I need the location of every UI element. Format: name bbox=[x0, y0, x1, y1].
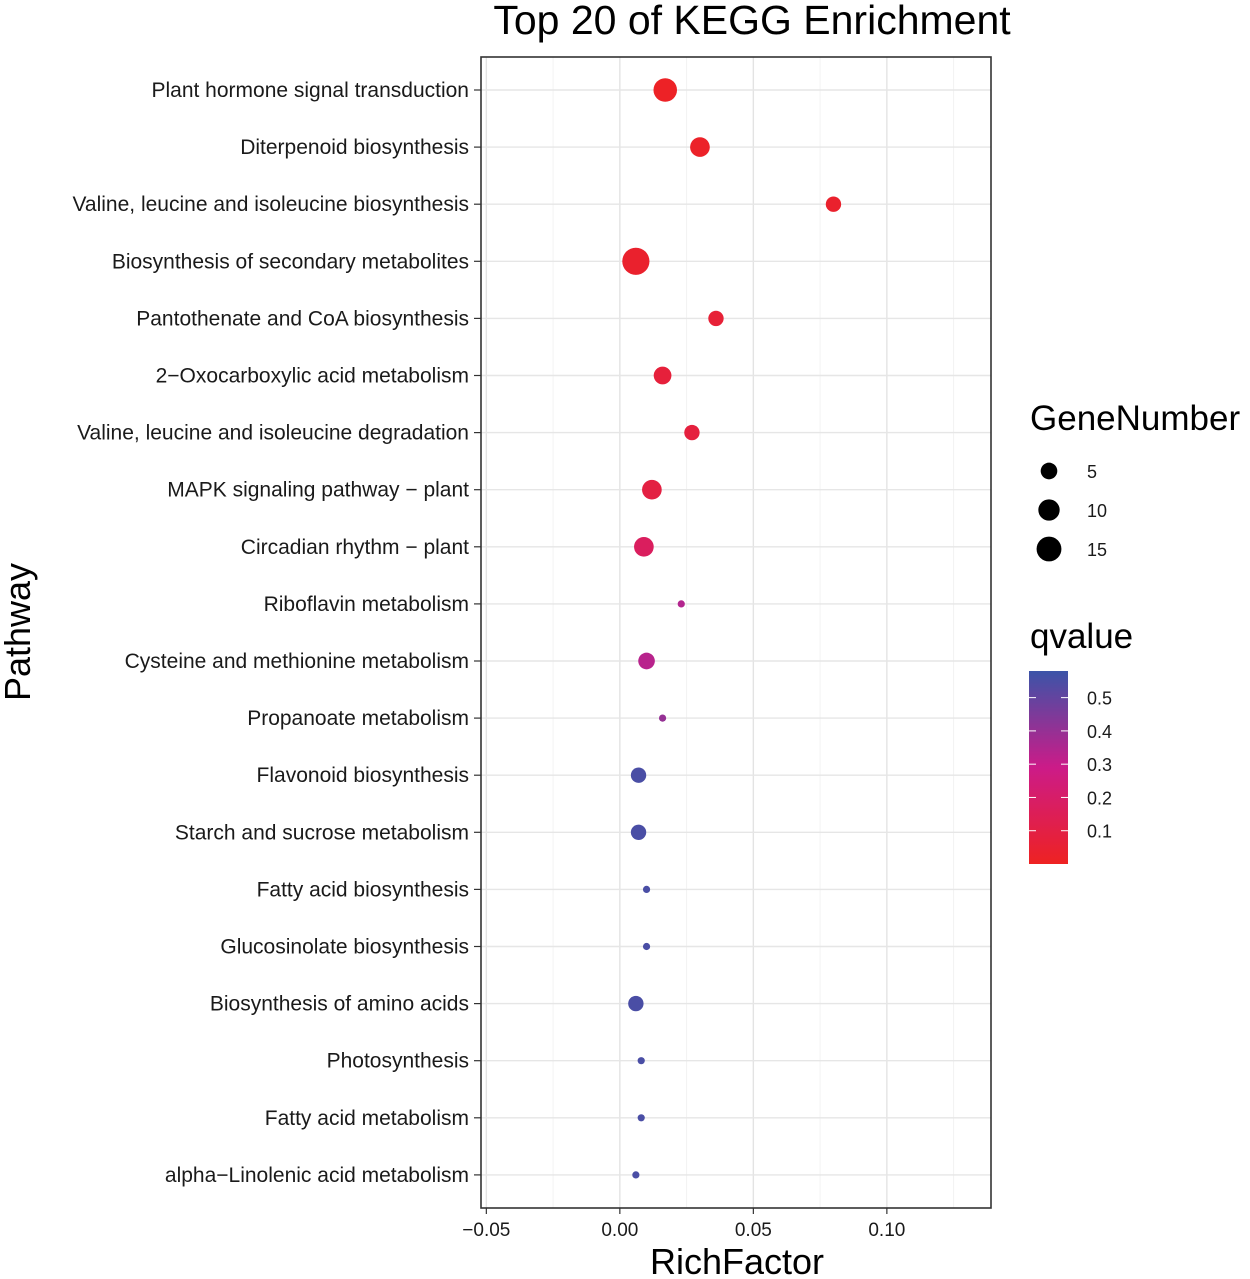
data-point bbox=[684, 424, 700, 441]
color-legend-label: 0.3 bbox=[1087, 755, 1112, 775]
data-point bbox=[642, 885, 651, 894]
y-tick-label: Photosynthesis bbox=[327, 1050, 469, 1073]
size-legend: 5 10 15 bbox=[1036, 462, 1107, 562]
y-tick-label: Circadian rhythm − plant bbox=[241, 536, 469, 559]
y-tick-label: 2−Oxocarboxylic acid metabolism bbox=[156, 365, 469, 388]
data-point bbox=[622, 247, 650, 275]
size-legend-label: 10 bbox=[1087, 501, 1107, 521]
y-tick-label: Riboflavin metabolism bbox=[264, 593, 469, 616]
x-tick-label: 0.00 bbox=[601, 1220, 638, 1241]
data-point bbox=[630, 767, 647, 783]
size-legend-label: 15 bbox=[1087, 540, 1107, 560]
y-tick-label: Glucosinolate biosynthesis bbox=[220, 936, 469, 959]
data-point bbox=[825, 196, 842, 212]
plot-panel-border bbox=[480, 56, 992, 1209]
data-point bbox=[634, 536, 654, 557]
color-legend-title: qvalue bbox=[1030, 617, 1133, 656]
y-tick-label: Flavonoid biosynthesis bbox=[257, 764, 469, 787]
y-tick-label: alpha−Linolenic acid metabolism bbox=[165, 1164, 469, 1187]
y-tick-label: Cysteine and methionine metabolism bbox=[125, 650, 469, 673]
y-axis-labels: Plant hormone signal transduction Diterpe… bbox=[72, 79, 481, 1187]
chart-title: Top 20 of KEGG Enrichment bbox=[493, 0, 1011, 43]
data-point bbox=[628, 995, 644, 1012]
data-point bbox=[638, 652, 655, 670]
data-point bbox=[677, 600, 685, 608]
data-points bbox=[622, 78, 842, 1179]
x-tick-label: 0.05 bbox=[735, 1220, 772, 1241]
size-legend-key bbox=[1038, 499, 1060, 521]
x-axis-title: RichFactor bbox=[650, 1241, 824, 1279]
color-legend-ticks: 0.5 0.4 0.3 0.2 0.1 bbox=[1029, 689, 1112, 842]
plot-background bbox=[481, 57, 991, 1208]
data-point bbox=[708, 310, 724, 327]
size-legend-key bbox=[1036, 536, 1062, 562]
y-tick-label: Plant hormone signal transduction bbox=[151, 79, 469, 102]
size-legend-key bbox=[1040, 462, 1058, 480]
y-tick-label: Starch and sucrose metabolism bbox=[175, 821, 469, 844]
y-tick-label: Biosynthesis of secondary metabolites bbox=[112, 250, 469, 273]
y-tick-label: Valine, leucine and isoleucine degradati… bbox=[77, 422, 469, 445]
color-legend-label: 0.1 bbox=[1087, 822, 1112, 842]
x-axis-ticks: −0.05 0.00 0.05 0.10 bbox=[462, 1208, 905, 1241]
size-legend-label: 5 bbox=[1087, 462, 1097, 482]
y-tick-label: Fatty acid metabolism bbox=[265, 1107, 469, 1130]
data-point bbox=[658, 714, 667, 722]
data-point bbox=[653, 366, 672, 385]
color-legend-label: 0.4 bbox=[1087, 722, 1112, 742]
y-tick-label: Diterpenoid biosynthesis bbox=[240, 136, 469, 159]
color-legend-label: 0.5 bbox=[1087, 689, 1112, 709]
data-point bbox=[642, 942, 651, 951]
y-tick-label: Propanoate metabolism bbox=[247, 707, 469, 730]
y-tick-label: MAPK signaling pathway − plant bbox=[167, 479, 469, 502]
qvalue-colorbar bbox=[1029, 671, 1068, 864]
data-point bbox=[653, 78, 678, 102]
data-point bbox=[690, 137, 710, 157]
data-point bbox=[637, 1114, 645, 1122]
x-tick-label: 0.10 bbox=[868, 1220, 905, 1241]
y-tick-label: Fatty acid biosynthesis bbox=[257, 878, 469, 901]
y-tick-label: Pantothenate and CoA biosynthesis bbox=[136, 307, 469, 330]
data-point bbox=[642, 479, 662, 500]
data-point bbox=[632, 1171, 640, 1179]
data-point bbox=[630, 824, 647, 840]
grid-lines bbox=[481, 57, 991, 1208]
x-tick-label: −0.05 bbox=[462, 1220, 510, 1241]
data-point bbox=[637, 1057, 645, 1065]
y-axis-title: Pathway bbox=[0, 563, 38, 701]
y-tick-label: Biosynthesis of amino acids bbox=[210, 993, 469, 1016]
y-tick-label: Valine, leucine and isoleucine biosynthe… bbox=[72, 193, 469, 216]
color-legend-label: 0.2 bbox=[1087, 788, 1112, 808]
size-legend-title: GeneNumber bbox=[1030, 399, 1240, 438]
